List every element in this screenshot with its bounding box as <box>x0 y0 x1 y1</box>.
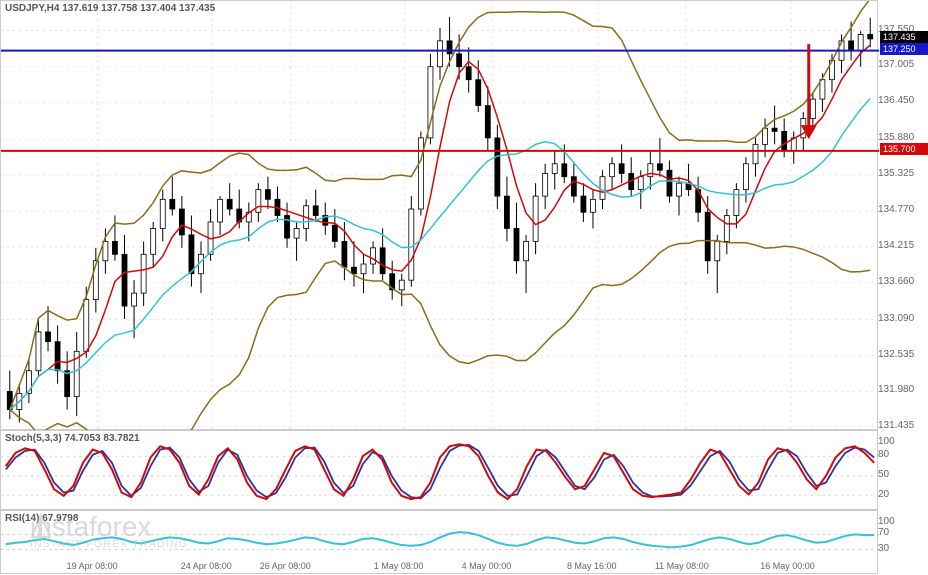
x-tick-label: 1 May 08:00 <box>374 561 424 574</box>
x-tick-label: 19 Apr 08:00 <box>67 561 118 574</box>
symbol: USDJPY,H4 <box>5 3 59 14</box>
y-tick-label: 133.090 <box>878 313 926 324</box>
stochastic-pane[interactable]: Stoch(5,3,3) 74.7053 83.7821 <box>0 430 878 510</box>
y-tick-label: 131.980 <box>878 384 926 395</box>
y-tick-label: 135.880 <box>878 132 926 143</box>
y-tick-label: 132.535 <box>878 349 926 360</box>
y-tick-label: 136.450 <box>878 95 926 106</box>
y-tick-label: 137.005 <box>878 59 926 70</box>
x-tick-label: 26 Apr 08:00 <box>260 561 311 574</box>
stoch-y-label: 100 <box>878 436 926 447</box>
y-tick-label: 131.435 <box>878 420 926 431</box>
ohlc: 137.619 137.758 137.404 137.435 <box>62 3 215 14</box>
y-tick-label: 134.215 <box>878 240 926 251</box>
x-tick-label: 4 May 00:00 <box>462 561 512 574</box>
y-axis: 131.435 131.980 132.535 133.090 133.660 134.2… <box>878 0 928 574</box>
level-tag: 137.250 <box>880 43 928 55</box>
rsi-title: RSI(14) 67.9798 <box>5 513 78 524</box>
x-tick-label: 8 May 16:00 <box>567 561 617 574</box>
chart-container: USDJPY,H4 137.619 137.758 137.404 137.43… <box>0 0 928 574</box>
stoch-y-label: 80 <box>878 449 926 460</box>
rsi-y-label: 70 <box>878 527 926 538</box>
rsi-svg <box>1 511 879 575</box>
y-tick-label: 134.770 <box>878 204 926 215</box>
main-price-pane[interactable]: USDJPY,H4 137.619 137.758 137.404 137.43… <box>0 0 878 430</box>
symbol-title: USDJPY,H4 137.619 137.758 137.404 137.43… <box>5 3 215 14</box>
stoch-y-label: 50 <box>878 469 926 480</box>
level-tag: 135.700 <box>880 143 928 155</box>
main-chart-svg <box>1 1 879 431</box>
rsi-pane[interactable]: RSI(14) 67.9798 <box>0 510 878 574</box>
x-tick-label: 11 May 08:00 <box>655 561 709 574</box>
x-tick-label: 16 May 00:00 <box>760 561 815 574</box>
x-tick-label: 24 Apr 08:00 <box>181 561 232 574</box>
rsi-y-label: 100 <box>878 516 926 527</box>
stoch-y-label: 20 <box>878 489 926 500</box>
y-tick-label: 135.325 <box>878 168 926 179</box>
stoch-title: Stoch(5,3,3) 74.7053 83.7821 <box>5 433 140 444</box>
current-price-tag: 137.435 <box>880 31 928 43</box>
rsi-y-label: 30 <box>878 543 926 554</box>
y-tick-label: 133.660 <box>878 276 926 287</box>
